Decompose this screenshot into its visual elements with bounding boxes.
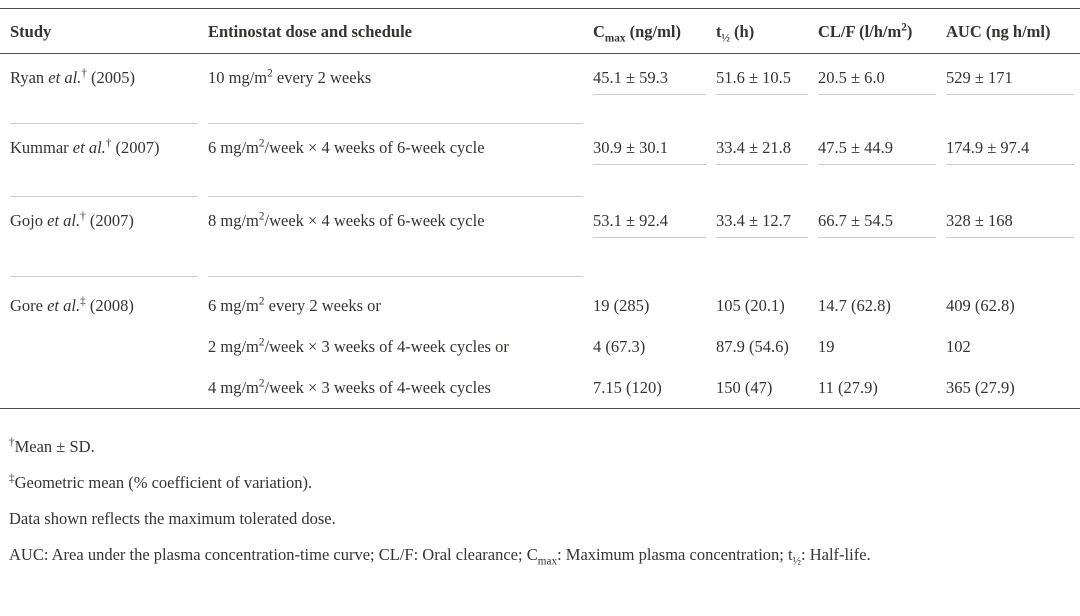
thalf-value: 33.4 ± 12.7 xyxy=(716,197,808,238)
cmax-cell: 19 (285) 4 (67.3) 7.15 (120) xyxy=(593,277,706,408)
header-study: Study xyxy=(10,22,52,41)
auc-value: 174.9 ± 97.4 xyxy=(946,124,1074,165)
header-cmax: Cmax (ng/ml) xyxy=(593,22,681,45)
footnote-mtd: Data shown reflects the maximum tolerate… xyxy=(9,509,336,528)
auc-value: 409 (62.8) xyxy=(946,295,1015,315)
header-clf: CL/F (l/h/m2) xyxy=(818,21,913,41)
thalf-value: 87.9 (54.6) xyxy=(716,336,789,356)
clf-value: 66.7 ± 54.5 xyxy=(818,197,936,238)
dose-cell: 6 mg/m2/week × 4 weeks of 6-week cycle xyxy=(208,124,583,197)
dose-line: 4 mg/m2/week × 3 weeks of 4-week cycles xyxy=(208,377,491,397)
table-footnotes: †Mean ± SD. ‡Geometric mean (% coefficie… xyxy=(9,436,1080,568)
study-cell: Kummar et al.† (2007) xyxy=(10,124,198,197)
cmax-value: 45.1 ± 59.3 xyxy=(593,54,706,95)
cmax-value: 30.9 ± 30.1 xyxy=(593,124,706,165)
clf-value: 20.5 ± 6.0 xyxy=(818,54,936,95)
auc-value: 365 (27.9) xyxy=(946,377,1015,397)
study-cell: Ryan et al.† (2005) xyxy=(10,54,198,124)
cmax-value: 4 (67.3) xyxy=(593,336,646,356)
footnote-abbreviations: AUC: Area under the plasma concentration… xyxy=(9,545,871,568)
study-cell: Gojo et al.† (2007) xyxy=(10,197,198,277)
table-row-kummar: Kummar et al.† (2007) 6 mg/m2/week × 4 w… xyxy=(0,124,1080,197)
table-row-gojo: Gojo et al.† (2007) 8 mg/m2/week × 4 wee… xyxy=(0,197,1080,277)
header-dose: Entinostat dose and schedule xyxy=(208,22,413,41)
pk-table-section: Study Entinostat dose and schedule Cmax … xyxy=(0,8,1080,568)
table-row-ryan: Ryan et al.† (2005) 10 mg/m2 every 2 wee… xyxy=(0,54,1080,124)
dose-cell: 6 mg/m2 every 2 weeks or 2 mg/m2/week × … xyxy=(208,277,583,408)
header-thalf: t½ (h) xyxy=(716,22,755,45)
dose-cell: 8 mg/m2/week × 4 weeks of 6-week cycle xyxy=(208,197,583,277)
header-auc: AUC (ng h/ml) xyxy=(946,22,1051,41)
thalf-cell: 105 (20.1) 87.9 (54.6) 150 (47) xyxy=(716,277,808,408)
study-cell: Gore et al.‡ (2008) xyxy=(10,295,134,315)
auc-cell: 409 (62.8) 102 365 (27.9) xyxy=(946,277,1074,408)
dose-line: 6 mg/m2 every 2 weeks or xyxy=(208,295,381,315)
dose-line: 2 mg/m2/week × 3 weeks of 4-week cycles … xyxy=(208,336,509,356)
clf-value: 11 (27.9) xyxy=(818,377,878,397)
clf-value: 47.5 ± 44.9 xyxy=(818,124,936,165)
auc-value: 102 xyxy=(946,336,971,356)
cmax-value: 19 (285) xyxy=(593,295,650,315)
footnote-double-dagger: ‡Geometric mean (% coefficient of variat… xyxy=(9,472,313,492)
cmax-value: 7.15 (120) xyxy=(593,377,662,397)
auc-value: 328 ± 168 xyxy=(946,197,1074,238)
clf-cell: 14.7 (62.8) 19 11 (27.9) xyxy=(818,277,936,408)
thalf-value: 51.6 ± 10.5 xyxy=(716,54,808,95)
pk-table: Study Entinostat dose and schedule Cmax … xyxy=(0,8,1080,409)
clf-value: 14.7 (62.8) xyxy=(818,295,891,315)
thalf-value: 150 (47) xyxy=(716,377,773,397)
thalf-value: 33.4 ± 21.8 xyxy=(716,124,808,165)
footnote-dagger: †Mean ± SD. xyxy=(9,436,95,456)
thalf-value: 105 (20.1) xyxy=(716,295,785,315)
cmax-value: 53.1 ± 92.4 xyxy=(593,197,706,238)
clf-value: 19 xyxy=(818,336,835,356)
table-header-row: Study Entinostat dose and schedule Cmax … xyxy=(0,9,1080,54)
dose-cell: 10 mg/m2 every 2 weeks xyxy=(208,54,583,124)
table-row-gore: Gore et al.‡ (2008) 6 mg/m2 every 2 week… xyxy=(0,277,1080,408)
auc-value: 529 ± 171 xyxy=(946,54,1074,95)
